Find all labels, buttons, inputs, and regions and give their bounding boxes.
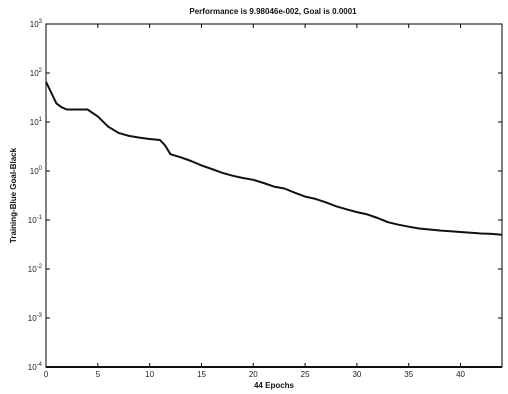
x-axis-label: 44 Epochs bbox=[254, 381, 295, 390]
y-tick-label: 10-3 bbox=[28, 313, 43, 323]
x-tick-label: 0 bbox=[44, 370, 49, 379]
y-tick-label: 102 bbox=[30, 68, 43, 78]
chart-title: Performance is 9.98046e-002, Goal is 0.0… bbox=[189, 7, 357, 16]
x-tick-label: 20 bbox=[249, 370, 258, 379]
x-tick-label: 30 bbox=[352, 370, 361, 379]
x-tick-label: 35 bbox=[404, 370, 413, 379]
y-tick-label: 101 bbox=[30, 117, 43, 127]
x-tick-label: 15 bbox=[197, 370, 206, 379]
series-layer bbox=[45, 81, 503, 368]
y-tick-label: 10-4 bbox=[28, 362, 43, 372]
x-tick-label: 10 bbox=[145, 370, 154, 379]
x-tick-label: 25 bbox=[301, 370, 310, 379]
y-tick-label: 100 bbox=[30, 166, 43, 176]
training-performance-line bbox=[45, 81, 503, 236]
x-tick-label: 5 bbox=[96, 370, 101, 379]
x-tick-label: 40 bbox=[456, 370, 465, 379]
plot-frame bbox=[45, 23, 503, 368]
y-tick-label: 10-2 bbox=[28, 264, 43, 274]
y-axis-label: Training-Blue Goal-Black bbox=[9, 147, 18, 243]
y-tick-label: 103 bbox=[30, 19, 43, 29]
y-tick-label: 10-1 bbox=[28, 215, 43, 225]
